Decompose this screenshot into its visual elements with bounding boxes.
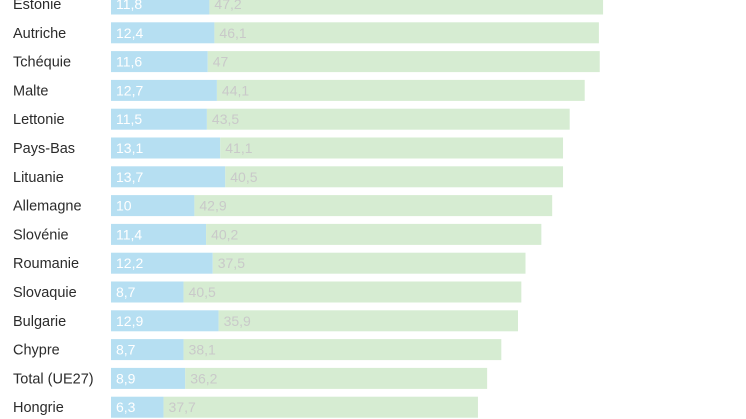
value-label-1: 10 <box>116 198 132 214</box>
category-label: Slovaquie <box>13 285 77 301</box>
bar-segment-1 <box>111 166 226 188</box>
value-label-2: 40,5 <box>230 169 257 185</box>
value-label-2: 40,2 <box>211 226 238 242</box>
bar-segment-2 <box>218 310 518 332</box>
value-label-2: 44,1 <box>222 82 249 98</box>
bar-segment-1 <box>111 79 217 101</box>
category-label: Malte <box>13 83 48 99</box>
value-label-2: 46,1 <box>219 25 246 41</box>
bar-segment-2 <box>220 137 564 159</box>
value-label-2: 41,1 <box>225 140 252 156</box>
category-label: Total (UE27) <box>13 371 94 387</box>
value-label-1: 12,7 <box>116 82 143 98</box>
category-label: Autriche <box>13 26 66 42</box>
value-label-2: 43,5 <box>212 111 239 127</box>
bar-segment-2 <box>225 166 564 188</box>
bar-segment-1 <box>111 137 221 159</box>
value-label-1: 11,4 <box>116 226 142 242</box>
value-label-1: 13,1 <box>116 140 143 156</box>
bar-row: Autriche 12,4 46,1 <box>13 22 599 44</box>
value-label-1: 8,7 <box>116 342 136 358</box>
bar-segment-1 <box>111 252 213 274</box>
bar-segment-1 <box>111 223 207 245</box>
bar-segment-2 <box>209 0 604 15</box>
category-label: Slovénie <box>13 227 69 243</box>
value-label-2: 37,5 <box>218 255 245 271</box>
bar-segment-2 <box>206 108 570 130</box>
bar-row: Tchéquie 11,6 47 <box>13 51 600 73</box>
bar-row: Lettonie 11,5 43,5 <box>13 108 570 130</box>
bar-segment-1 <box>111 339 184 361</box>
bar-segment-2 <box>212 252 526 274</box>
category-label: Lituanie <box>13 170 64 186</box>
category-label: Lettonie <box>13 112 65 128</box>
category-label: Bulgarie <box>13 314 66 330</box>
category-label: Chypre <box>13 343 60 359</box>
bar-segment-1 <box>111 396 164 418</box>
value-label-2: 47,2 <box>214 0 241 12</box>
bar-row: Roumanie 12,2 37,5 <box>13 252 526 274</box>
value-label-1: 8,7 <box>116 284 136 300</box>
bar-segment-2 <box>216 79 585 101</box>
value-label-1: 6,3 <box>116 399 136 415</box>
bar-segment-1 <box>111 51 208 73</box>
bar-segment-2 <box>183 281 522 303</box>
bar-row: Malte 12,7 44,1 <box>13 79 585 101</box>
bar-segment-1 <box>111 108 207 130</box>
value-label-2: 37,7 <box>169 399 196 415</box>
bar-segment-2 <box>163 396 478 418</box>
bar-segment-1 <box>111 281 184 303</box>
bar-row: Slovénie 11,4 40,2 <box>13 223 542 245</box>
bar-row: Chypre 8,7 38,1 <box>13 339 502 361</box>
value-label-1: 12,2 <box>116 255 143 271</box>
value-label-2: 38,1 <box>189 342 216 358</box>
category-label: Allemagne <box>13 199 82 215</box>
bar-row: Bulgarie 12,9 35,9 <box>13 310 518 332</box>
bar-segment-1 <box>111 367 186 389</box>
category-label: Estonie <box>13 0 61 13</box>
value-label-1: 11,5 <box>116 111 142 127</box>
value-label-2: 47 <box>213 54 229 70</box>
bar-row: Pays-Bas 13,1 41,1 <box>13 137 564 159</box>
bar-row: Lituanie 13,7 40,5 <box>13 166 564 188</box>
bar-row: Total (UE27) 8,9 36,2 <box>13 367 488 389</box>
bar-row: Allemagne 10 42,9 <box>13 195 553 217</box>
bar-segment-1 <box>111 0 210 15</box>
bar-segment-1 <box>111 310 219 332</box>
bar-segment-2 <box>207 51 600 73</box>
category-label: Pays-Bas <box>13 141 75 157</box>
value-label-2: 42,9 <box>199 198 226 214</box>
value-label-1: 12,9 <box>116 313 143 329</box>
bar-segment-1 <box>111 22 215 44</box>
category-label: Tchéquie <box>13 55 71 71</box>
bar-segment-1 <box>111 195 195 217</box>
value-label-2: 35,9 <box>224 313 251 329</box>
value-label-1: 11,6 <box>116 54 142 70</box>
bar-row: Estonie 11,8 47,2 <box>13 0 604 15</box>
category-label: Roumanie <box>13 256 79 272</box>
bar-segment-2 <box>194 195 553 217</box>
value-label-1: 13,7 <box>116 169 143 185</box>
value-label-2: 40,5 <box>189 284 216 300</box>
value-label-1: 8,9 <box>116 370 136 386</box>
bar-row: Slovaquie 8,7 40,5 <box>13 281 522 303</box>
value-label-1: 12,4 <box>116 25 143 41</box>
bar-segment-2 <box>183 339 502 361</box>
bar-segment-2 <box>206 223 542 245</box>
bar-segment-2 <box>214 22 599 44</box>
category-label: Hongrie <box>13 400 64 416</box>
bar-segment-2 <box>185 367 488 389</box>
value-label-1: 11,8 <box>116 0 142 12</box>
bar-row: Hongrie 6,3 37,7 <box>13 396 478 418</box>
value-label-2: 36,2 <box>190 370 217 386</box>
